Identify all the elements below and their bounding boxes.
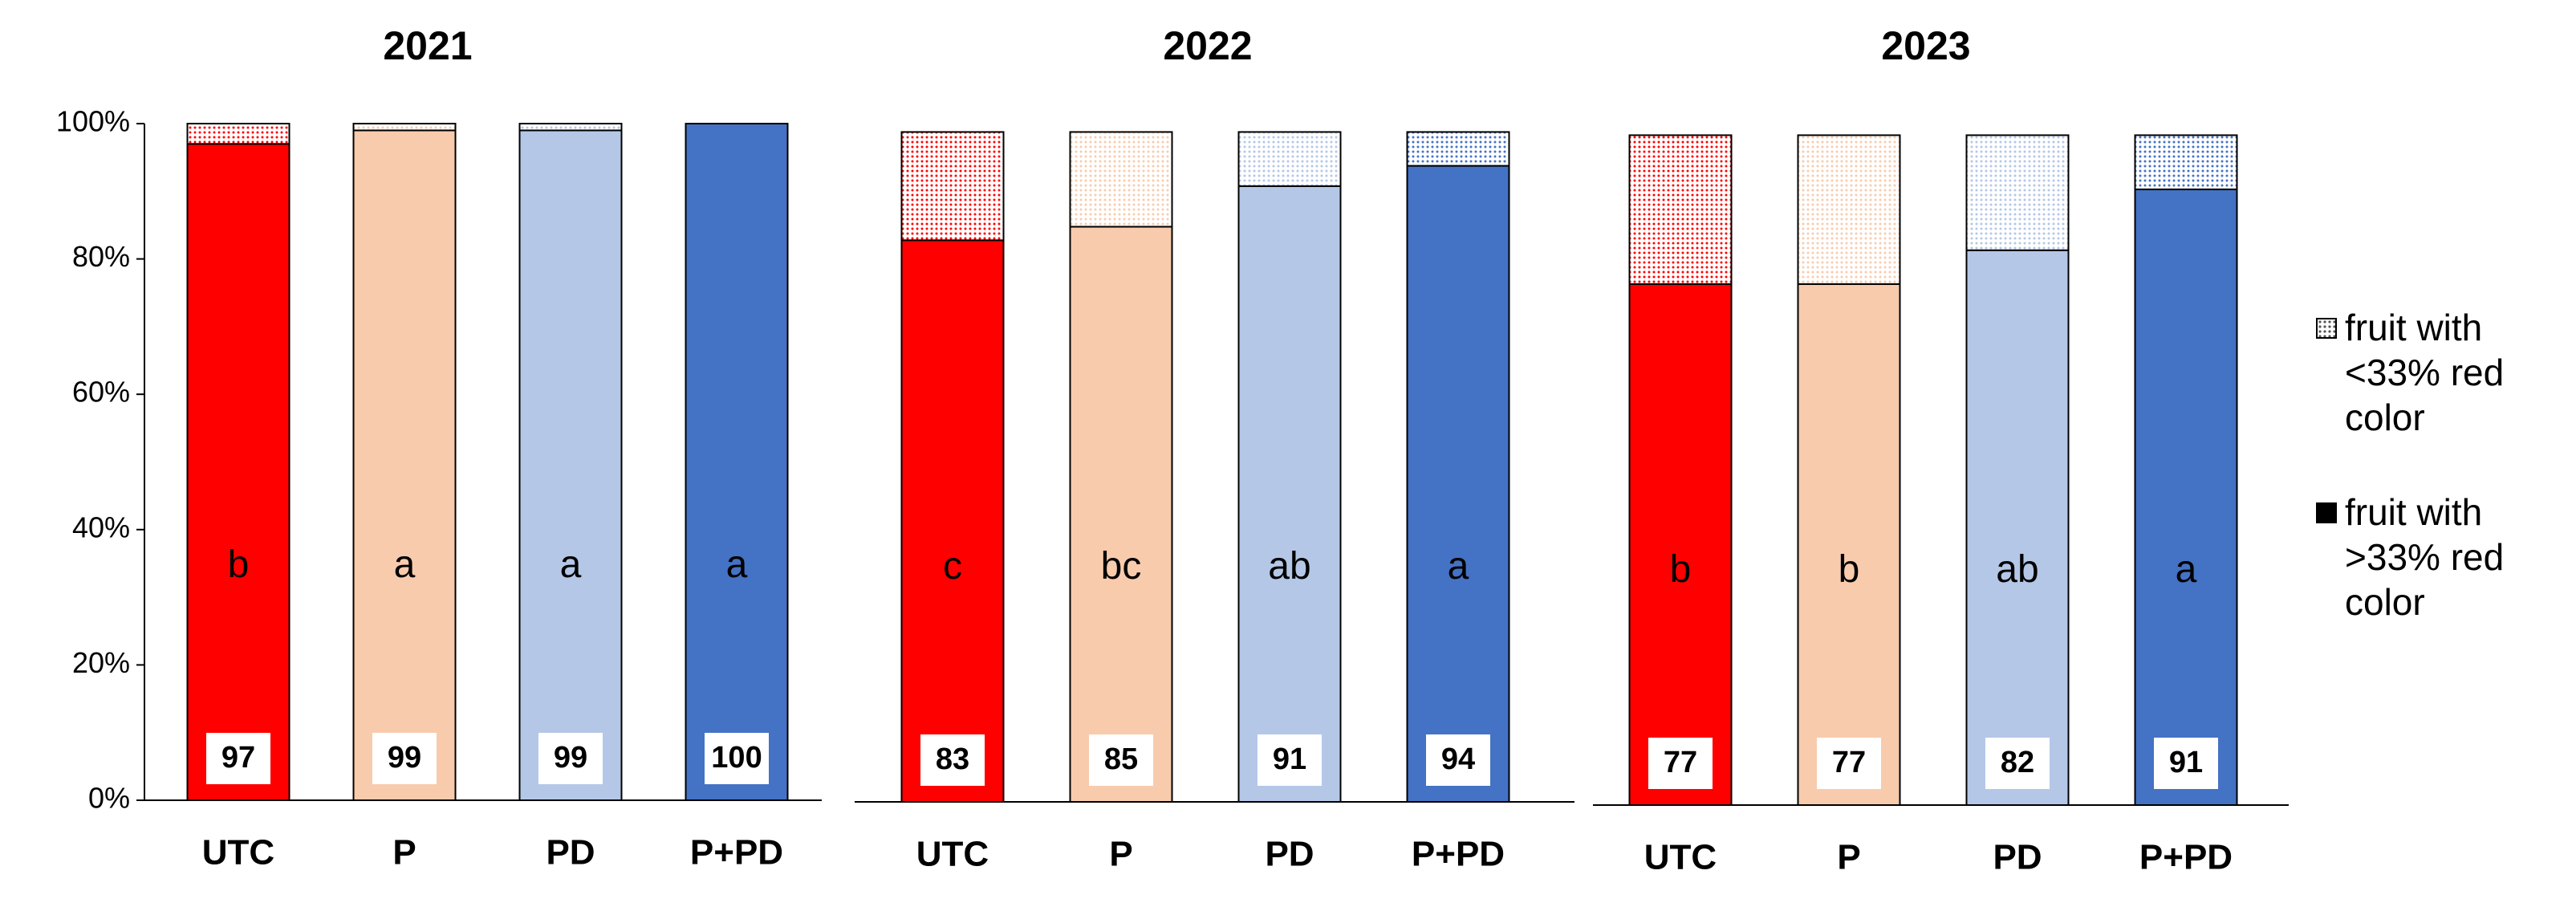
legend-label: fruit with >33% red color [2345, 491, 2505, 623]
value-label: 85 [1104, 742, 1138, 776]
y-tick-label: 0% [88, 782, 130, 815]
bar-segment-dotted [1965, 134, 2070, 251]
bar-segment-dotted [1628, 134, 1733, 285]
swatch [2318, 319, 2335, 337]
panel-title: 2022 [1163, 23, 1252, 68]
y-tick-label: 40% [72, 510, 130, 543]
bar-segment-dotted [1797, 134, 1901, 285]
panel-title: 2023 [1881, 23, 1970, 68]
legend-swatch [2316, 502, 2337, 523]
value-label-box [1258, 734, 1322, 786]
value-label: 91 [2169, 746, 2203, 779]
y-tick-label: 100% [56, 105, 130, 138]
bar-segment [2134, 188, 2238, 806]
value-label-box [1089, 734, 1153, 786]
value-label-box [372, 733, 437, 784]
x-tick-label: P+PD [690, 833, 783, 872]
bar-segment-dotted [900, 131, 1005, 242]
bar-segment-dotted [186, 123, 291, 145]
panel-title: 2021 [383, 23, 472, 68]
bar-segment [1797, 283, 1901, 806]
bar-segment-dotted [1069, 131, 1173, 228]
y-tick-label: 60% [72, 376, 130, 409]
value-label-box [1426, 734, 1490, 786]
bar-segment [518, 129, 623, 801]
letter-annotation: b [1670, 548, 1692, 591]
value-label: 99 [388, 741, 421, 775]
value-label: 82 [2001, 746, 2034, 779]
bar-segment [1237, 185, 1342, 803]
legend-label: fruit with <33% red color [2345, 307, 2505, 438]
bar-segment-dotted [2134, 134, 2238, 190]
value-label: 99 [554, 741, 587, 775]
letter-annotation: b [228, 543, 250, 586]
letter-annotation: a [1448, 545, 1469, 588]
letter-annotation: a [726, 543, 748, 586]
value-label-box [2154, 738, 2218, 789]
letter-annotation: a [394, 543, 416, 586]
value-label: 100 [711, 741, 762, 775]
value-label: 83 [936, 742, 969, 776]
letter-annotation: a [560, 543, 582, 586]
value-label-box [206, 733, 270, 784]
legend-swatch [2316, 318, 2337, 339]
bar-segment-dotted [1406, 131, 1510, 167]
x-tick-label: UTC [202, 833, 274, 872]
letter-annotation: bc [1101, 545, 1142, 588]
letter-annotation: ab [1996, 548, 2038, 591]
x-tick-label: PD [1265, 835, 1314, 874]
y-tick-label: 80% [72, 240, 130, 273]
x-tick-label: UTC [916, 835, 989, 874]
value-label: 91 [1273, 742, 1306, 776]
y-tick-label: 20% [72, 646, 130, 679]
bar-segment-dotted [1237, 131, 1342, 187]
value-label-box [538, 733, 603, 784]
value-label-box [1817, 738, 1881, 789]
letter-annotation: ab [1268, 545, 1310, 588]
value-label: 94 [1441, 742, 1475, 776]
value-label-box [705, 733, 769, 784]
bar-segment [1965, 249, 2070, 806]
value-label: 77 [1832, 746, 1866, 779]
x-tick-label: P [1109, 835, 1132, 874]
bar-segment [685, 123, 789, 801]
x-tick-label: P+PD [1412, 835, 1505, 874]
value-label-box [1985, 738, 2050, 789]
bar-segment-dotted [518, 123, 623, 132]
value-label: 97 [221, 741, 255, 775]
letter-annotation: c [943, 545, 962, 588]
bar-segment [352, 129, 457, 801]
x-tick-label: UTC [1644, 838, 1717, 877]
x-tick-label: P [1837, 838, 1860, 877]
x-tick-label: P+PD [2139, 838, 2233, 877]
bar-segment [1406, 165, 1510, 803]
x-tick-label: PD [546, 833, 595, 872]
bar-segment [900, 239, 1005, 803]
x-tick-label: P [392, 833, 416, 872]
letter-annotation: a [2176, 548, 2197, 591]
value-label: 77 [1664, 746, 1697, 779]
bar-segment-dotted [352, 123, 457, 132]
value-label-box [1648, 738, 1713, 789]
letter-annotation: b [1839, 548, 1860, 591]
x-tick-label: PD [1993, 838, 2042, 877]
bar-segment [186, 143, 291, 802]
bar-segment [1628, 283, 1733, 806]
bar-segment [1069, 226, 1173, 803]
value-label-box [920, 734, 985, 786]
